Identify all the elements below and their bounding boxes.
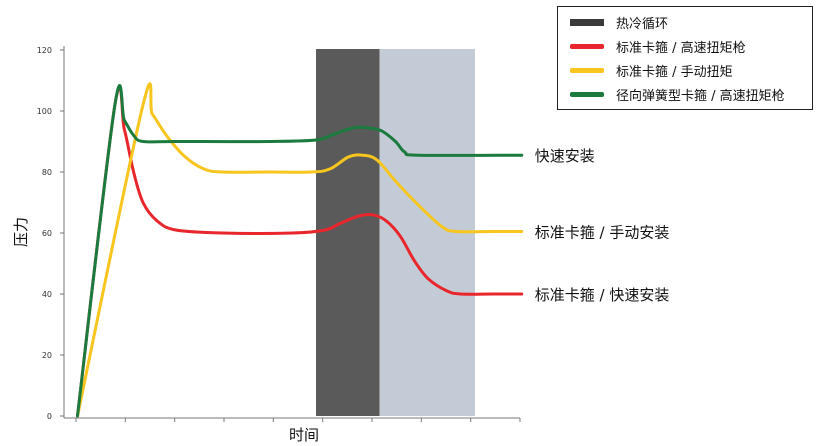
legend-label-standard-clamp-manual: 标准卡箍 / 手动扭矩 [616,64,733,80]
series-line-2 [76,84,524,418]
legend-item-standard-clamp-manual: 标准卡箍 / 手动扭矩 [570,59,733,81]
series-line-1 [76,82,524,418]
y-tick-label: 60 [42,229,52,238]
legend-item-cycle: 热冷循环 [570,11,668,33]
series-end-label-2: 快速安装 [535,147,595,165]
y-tick-label: 100 [37,107,52,116]
legend-label-standard-clamp-high-speed: 标准卡箍 / 高速扭矩枪 [616,40,746,56]
series-lines [76,82,524,418]
legend-swatch-red [570,43,604,49]
y-tick-label: 80 [42,168,52,177]
y-tick-label: 40 [42,290,52,299]
series-end-label-1: 标准卡箍 / 手动安装 [535,223,670,241]
legend-item-radial-spring-clamp: 径向弹簧型卡箍 / 高速扭矩枪 [570,83,785,105]
legend-item-standard-clamp-high-speed: 标准卡箍 / 高速扭矩枪 [570,35,746,57]
legend: 热冷循环 标准卡箍 / 高速扭矩枪 标准卡箍 / 手动扭矩 径向弹簧型卡箍 / … [557,6,813,110]
x-axis-title: 时间 [289,426,319,444]
y-tick-label: 120 [37,46,52,55]
legend-label-cycle: 热冷循环 [616,16,669,32]
axes [63,46,520,419]
legend-swatch-cycle [570,18,604,26]
y-axis-title: 压力 [12,217,30,247]
y-tick-label: 0 [47,412,52,421]
y-ticks: 0 20 40 60 80 100 120 [37,46,64,421]
legend-label-radial-spring-clamp: 径向弹簧型卡箍 / 高速扭矩枪 [616,88,785,104]
series-end-label-0: 标准卡箍 / 快速安装 [535,286,670,304]
legend-swatch-green [570,91,604,97]
band-hot [316,49,380,416]
series-line-0 [76,85,524,418]
legend-swatch-yellow [570,67,604,73]
x-ticks [75,418,521,422]
y-tick-label: 20 [42,351,52,360]
